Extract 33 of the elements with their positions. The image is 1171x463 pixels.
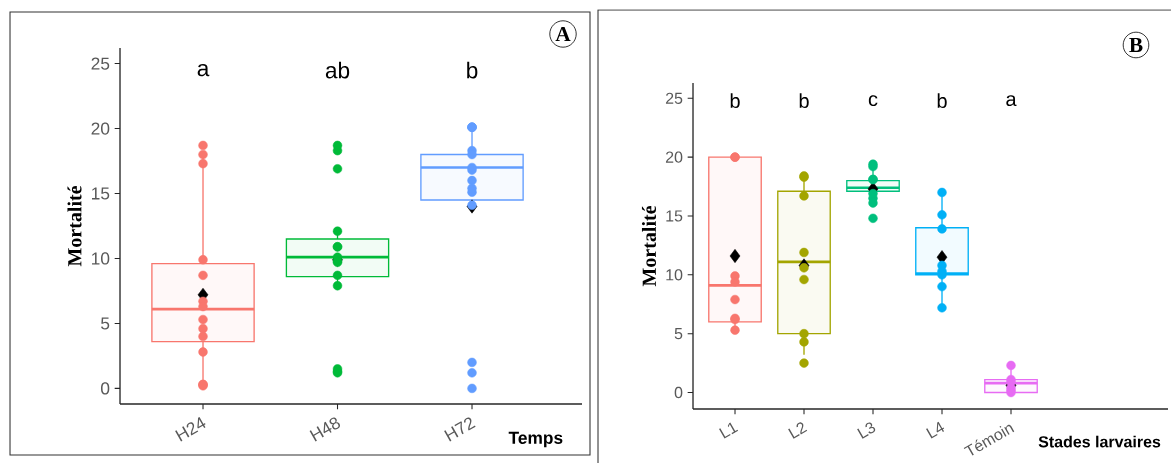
- x-tick-label: H24: [175, 417, 206, 442]
- x-axis-title: Stades larvaires: [1038, 435, 1161, 448]
- annotation: b: [799, 93, 809, 108]
- annotation: b: [467, 61, 478, 79]
- text: B: [1129, 37, 1143, 53]
- y-tick-label: 5: [101, 317, 110, 330]
- x-tick-label: L3: [857, 422, 876, 439]
- x-tick-label: H48: [309, 417, 341, 442]
- x-tick-label: L1: [719, 422, 739, 439]
- y-tick-label: 20: [665, 151, 683, 163]
- y-tick-label: 25: [91, 57, 110, 70]
- annotation: a: [1006, 95, 1017, 107]
- x-tick-label: L2: [788, 422, 808, 439]
- x-axis-title: Temps: [508, 431, 563, 448]
- y-tick-label: 0: [101, 382, 110, 395]
- y-axis-title: Mortalité: [67, 185, 82, 267]
- y-tick-label: 5: [674, 328, 683, 340]
- annotation: c: [868, 95, 878, 107]
- text: A: [555, 26, 571, 42]
- y-tick-label: 10: [92, 252, 110, 265]
- y-tick-label: 15: [92, 187, 110, 200]
- y-tick-label: 25: [665, 92, 683, 104]
- x-tick-label: H72: [444, 417, 476, 442]
- annotation: ab: [325, 61, 350, 79]
- y-tick-label: 0: [674, 386, 683, 399]
- y-tick-label: 20: [91, 122, 110, 135]
- annotation: b: [730, 93, 740, 108]
- annotation: a: [197, 63, 210, 77]
- x-tick-label: L4: [926, 421, 945, 439]
- y-tick-label: 15: [666, 210, 683, 222]
- annotation: b: [937, 93, 947, 108]
- y-axis-title: Mortalité: [641, 205, 656, 287]
- y-tick-label: 10: [666, 269, 683, 281]
